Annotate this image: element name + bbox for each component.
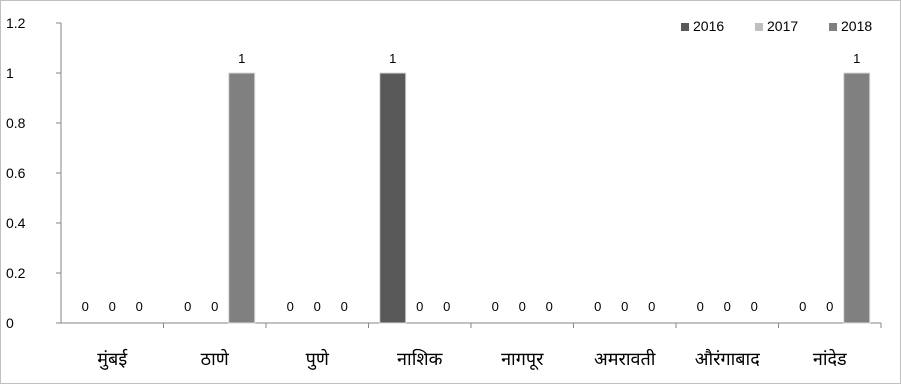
data-label: 0	[211, 299, 218, 314]
x-tick-label: ठाणे	[201, 348, 230, 370]
data-label: 0	[546, 299, 553, 314]
data-label: 0	[109, 299, 116, 314]
data-label: 0	[751, 299, 758, 314]
legend-label: 2018	[841, 18, 872, 34]
data-label: 0	[136, 299, 143, 314]
bar-2018	[843, 72, 871, 324]
data-label: 0	[621, 299, 628, 314]
x-tick-label: औरंगाबाद	[695, 348, 761, 370]
data-label: 1	[389, 51, 396, 66]
x-tick-label: नाशिक	[397, 348, 444, 370]
data-label: 0	[492, 299, 499, 314]
bar-2018	[228, 72, 256, 324]
y-tick-label: 0.8	[6, 115, 26, 131]
y-tick-label: 0.4	[6, 215, 26, 231]
chart-data-labels: 0 0 0 0 0 1 0 0 0 1 0 0 0 0 0 0 0 0 0 0 0 0 0 1	[82, 51, 861, 314]
legend-swatch-2017	[755, 23, 763, 31]
data-label: 1	[238, 51, 245, 66]
legend-swatch-2018	[829, 23, 837, 31]
chart-legend: 2016 2017 2018	[681, 18, 872, 34]
y-tick-label: 1	[6, 65, 14, 81]
bar-2016	[379, 72, 407, 324]
x-tick-label: अमरावती	[594, 348, 656, 370]
legend-swatch-2016	[681, 23, 689, 31]
x-tick-label: मुंबई	[97, 348, 128, 370]
chart-axes	[56, 22, 882, 328]
x-tick-label: पुणे	[306, 348, 330, 370]
y-tick-label: 0	[6, 315, 14, 331]
data-label: 0	[82, 299, 89, 314]
data-label: 0	[314, 299, 321, 314]
x-tick-label: नांदेड	[813, 348, 847, 370]
data-label: 0	[799, 299, 806, 314]
y-axis-ticks: 0 0.2 0.4 0.6 0.8 1 1.2	[6, 15, 26, 331]
data-label: 0	[287, 299, 294, 314]
data-label: 0	[184, 299, 191, 314]
data-label: 0	[341, 299, 348, 314]
y-tick-label: 1.2	[6, 15, 26, 31]
data-label: 0	[724, 299, 731, 314]
legend-label: 2016	[693, 18, 724, 34]
x-axis-ticks: मुंबई ठाणे पुणे नाशिक नागपूर अमरावती औरंगाबाद न…	[97, 348, 847, 370]
data-label: 0	[443, 299, 450, 314]
data-label: 1	[853, 51, 860, 66]
data-label: 0	[648, 299, 655, 314]
data-label: 0	[416, 299, 423, 314]
chart-bars	[228, 72, 871, 324]
data-label: 0	[697, 299, 704, 314]
data-label: 0	[594, 299, 601, 314]
y-tick-label: 0.2	[6, 265, 26, 281]
x-tick-label: नागपूर	[501, 349, 544, 370]
y-tick-label: 0.6	[6, 165, 26, 181]
data-label: 0	[826, 299, 833, 314]
data-label: 0	[519, 299, 526, 314]
legend-label: 2017	[767, 18, 798, 34]
